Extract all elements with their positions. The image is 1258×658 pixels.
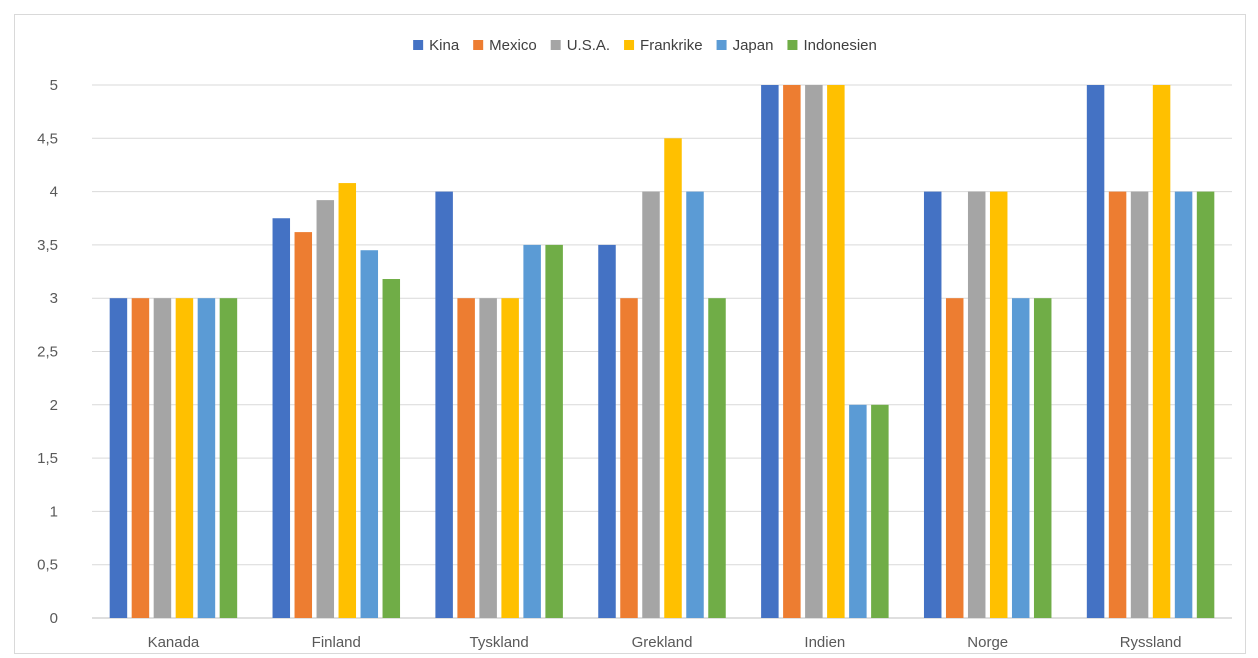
bar <box>197 298 216 618</box>
legend-swatch <box>413 40 424 50</box>
bar <box>272 218 291 618</box>
gridlines <box>92 84 1232 619</box>
legend-swatch <box>473 40 484 50</box>
bar <box>1108 191 1127 618</box>
bar <box>1174 191 1193 618</box>
bar <box>871 404 889 618</box>
bar <box>131 298 150 618</box>
bar <box>1033 298 1052 618</box>
bar <box>761 85 779 618</box>
legend-swatch <box>550 40 561 50</box>
y-tick-label: 3 <box>50 290 58 307</box>
bar <box>1196 191 1215 618</box>
bar <box>1130 191 1149 618</box>
bars <box>109 85 1215 619</box>
legend: Kina Mexico U.S.A. Frankrike Japan Indonesien <box>413 37 877 54</box>
bar <box>360 250 379 619</box>
x-tick-label: Tyskland <box>470 634 529 651</box>
y-tick-label: 0,5 <box>37 557 58 574</box>
bar <box>849 404 867 618</box>
bar <box>219 298 238 618</box>
bar <box>1152 85 1171 618</box>
y-tick-label: 3,5 <box>37 237 58 254</box>
bar <box>620 298 638 618</box>
legend-label: Mexico <box>489 37 537 54</box>
y-tick-label: 1,5 <box>37 450 58 467</box>
legend-label: Kina <box>429 37 460 54</box>
x-tick-label: Ryssland <box>1120 634 1182 651</box>
y-tick-label: 0 <box>50 610 58 627</box>
bar <box>642 191 660 618</box>
bar <box>382 279 401 618</box>
legend-label: U.S.A. <box>567 37 610 54</box>
bar <box>109 298 128 618</box>
bar <box>294 232 313 618</box>
bar <box>708 298 726 618</box>
bar <box>686 191 704 618</box>
bar <box>945 298 964 618</box>
bar <box>479 298 497 618</box>
bar <box>545 244 563 618</box>
bar <box>501 298 519 618</box>
bar <box>664 138 682 619</box>
bar <box>338 183 357 618</box>
bar <box>598 244 616 618</box>
legend-label: Indonesien <box>803 37 876 54</box>
x-axis: Kanada Finland Tyskland Grekland Indien Norge… <box>148 634 1182 651</box>
bar <box>827 85 845 618</box>
bar <box>457 298 475 618</box>
x-tick-label: Grekland <box>632 634 693 651</box>
bar <box>783 85 801 618</box>
legend-label: Frankrike <box>640 37 703 54</box>
y-tick-label: 4,5 <box>37 130 58 147</box>
bar <box>805 85 823 618</box>
x-tick-label: Indien <box>804 634 845 651</box>
bar <box>316 200 335 619</box>
legend-swatch <box>624 40 635 50</box>
y-axis: 0 0,5 1 1,5 2 2,5 3 3,5 4 4,5 5 <box>37 77 58 627</box>
bar <box>1011 298 1030 618</box>
y-tick-label: 5 <box>50 77 58 94</box>
x-tick-label: Kanada <box>148 634 200 651</box>
legend-swatch <box>787 40 798 50</box>
bar <box>923 191 942 618</box>
y-tick-label: 2,5 <box>37 344 58 361</box>
legend-swatch <box>716 40 727 50</box>
bar <box>175 298 194 618</box>
y-tick-label: 2 <box>50 397 58 414</box>
bar <box>435 191 453 618</box>
legend-label: Japan <box>733 37 774 54</box>
bar <box>153 298 172 618</box>
bar <box>967 191 986 618</box>
y-tick-label: 4 <box>50 184 58 201</box>
bar <box>1086 85 1105 618</box>
bar <box>989 191 1008 618</box>
bar <box>523 244 541 618</box>
y-tick-label: 1 <box>50 503 58 520</box>
x-tick-label: Norge <box>967 634 1008 651</box>
x-tick-label: Finland <box>312 634 361 651</box>
